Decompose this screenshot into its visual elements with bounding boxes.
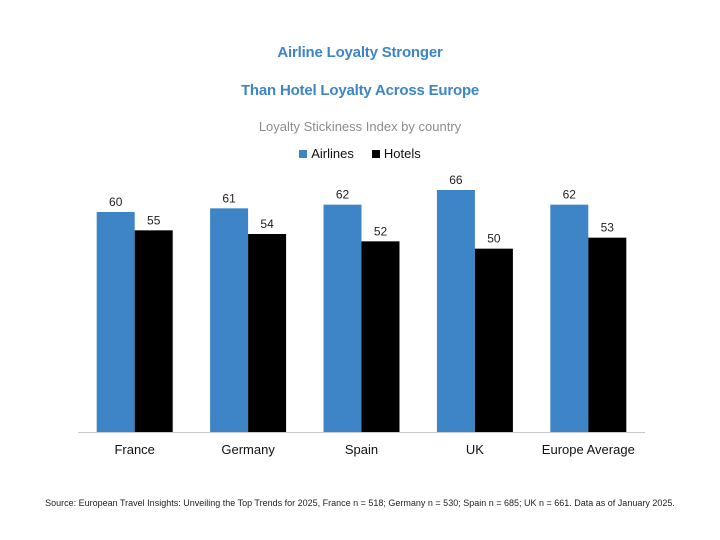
chart-title-line-1: Airline Loyalty Stronger [277,44,443,61]
x-tick-label-spain: Spain [345,442,378,457]
x-tick-label-uk: UK [466,442,484,457]
bar-airlines-uk [436,190,475,432]
bar-hotels-france [134,230,173,432]
chart-title-line-2: Than Hotel Loyalty Across Europe [240,82,480,99]
data-label-hotels-spain: 52 [374,224,388,238]
chart-subtitle: Loyalty Stickiness Index by country [258,119,462,134]
x-tick-label-france: France [114,442,154,457]
data-label-airlines-france: 60 [109,195,123,209]
data-label-airlines-uk: 66 [449,173,463,187]
x-tick-label-europe-average: Europe Average [542,442,635,457]
source-note: Source: European Travel Insights: Unveil… [45,498,675,508]
x-tick-label-germany: Germany [221,442,275,457]
bar-airlines-europe-average [550,204,589,432]
bar-hotels-spain [361,241,400,432]
bar-airlines-germany [210,208,249,432]
data-label-airlines-europe-average: 62 [563,188,577,202]
chart-legend: Airlines Hotels [0,146,720,161]
legend-label-airlines: Airlines [311,146,354,161]
legend-swatch-hotels [371,149,380,158]
legend-swatch-airlines [299,149,308,158]
legend-item-hotels: Hotels [371,146,421,161]
data-label-hotels-uk: 50 [487,232,501,246]
bar-airlines-france [96,212,135,432]
bar-hotels-germany [248,234,287,432]
data-label-airlines-spain: 62 [336,188,350,202]
data-label-airlines-germany: 61 [222,191,236,205]
data-label-hotels-france: 55 [147,213,161,227]
legend-item-airlines: Airlines [299,146,354,161]
legend-label-hotels: Hotels [383,146,421,161]
data-label-hotels-europe-average: 53 [601,221,615,235]
bar-hotels-uk [474,248,513,432]
data-label-hotels-germany: 54 [260,217,274,231]
bar-hotels-europe-average [588,237,627,432]
bar-airlines-spain [323,204,362,432]
